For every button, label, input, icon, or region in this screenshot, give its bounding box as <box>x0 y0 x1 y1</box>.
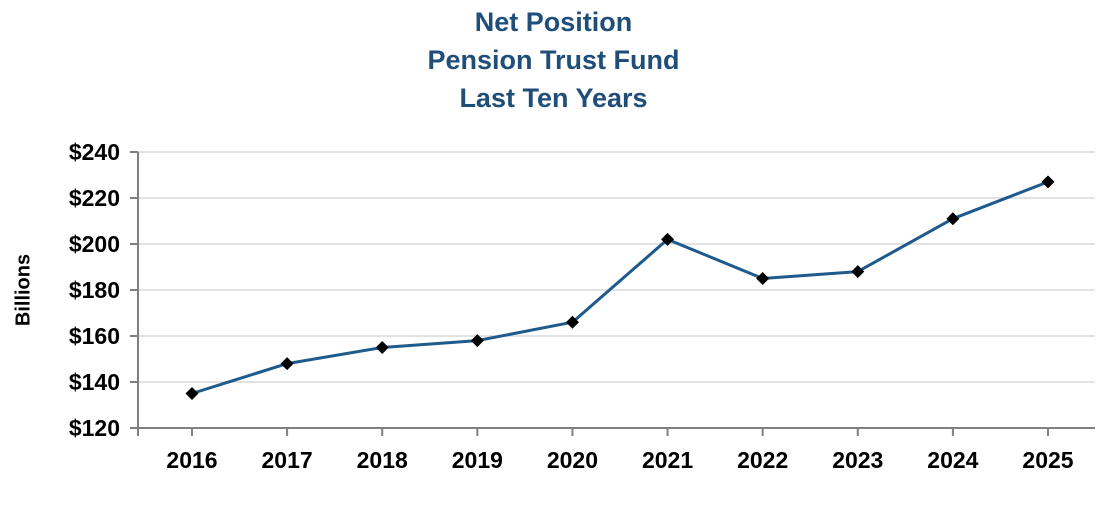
x-axis-tick-label: 2023 <box>832 447 883 473</box>
data-point-marker <box>851 265 865 279</box>
y-axis-tick-label: $220 <box>69 185 120 211</box>
x-axis-tick-label: 2021 <box>642 447 693 473</box>
x-axis-tick-label: 2025 <box>1022 447 1073 473</box>
data-point-marker <box>661 232 675 246</box>
data-point-marker <box>946 212 960 226</box>
y-axis-tick-label: $200 <box>69 231 120 257</box>
data-line <box>191 180 1049 395</box>
data-point-marker <box>375 341 389 354</box>
y-axis-tick-label: $160 <box>69 323 120 349</box>
data-point-marker <box>1041 175 1055 189</box>
chart-title-line-2: Pension Trust Fund <box>427 45 680 75</box>
y-axis-tick-label: $240 <box>69 139 120 165</box>
x-axis-tick-label: 2016 <box>166 447 217 473</box>
y-axis-tick-label: $180 <box>69 277 120 303</box>
data-point-marker <box>185 387 199 400</box>
data-point-marker <box>280 357 294 371</box>
x-axis-tick-label: 2018 <box>357 447 408 473</box>
y-axis-tick-label: $120 <box>69 415 120 441</box>
x-axis-tick-label: 2024 <box>927 447 978 473</box>
data-point-marker <box>470 334 484 348</box>
x-axis-tick-label: 2022 <box>737 447 788 473</box>
chart-title: Net Position Pension Trust Fund Last Ten… <box>0 3 1107 117</box>
data-point-marker <box>756 272 770 285</box>
x-axis-tick-label: 2017 <box>262 447 313 473</box>
chart-title-line-1: Net Position <box>474 7 633 37</box>
x-axis-tick-label: 2019 <box>452 447 503 473</box>
chart-title-line-3: Last Ten Years <box>459 83 648 113</box>
data-point-marker <box>565 315 579 329</box>
x-axis-tick-label: 2020 <box>547 447 598 473</box>
y-axis-tick-label: $140 <box>69 369 120 395</box>
